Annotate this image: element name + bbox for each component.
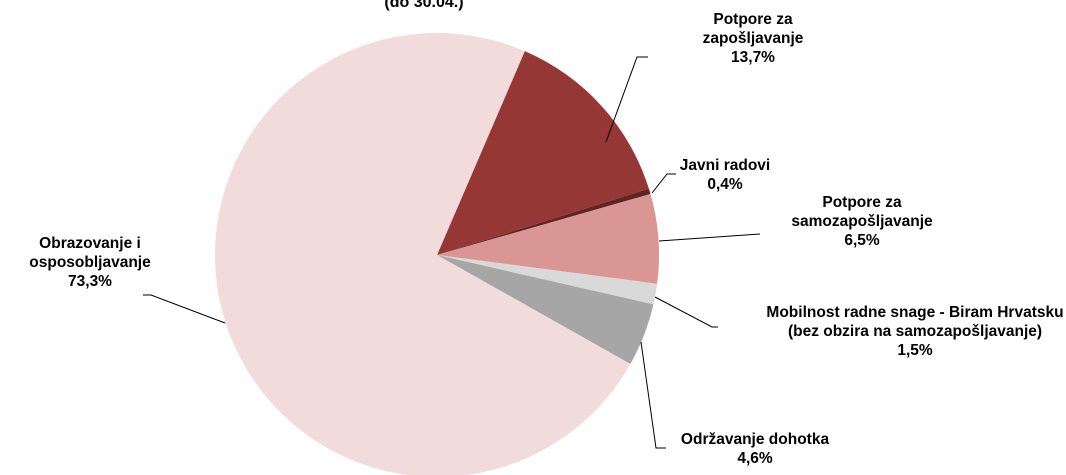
chart-title: (do 30.04.) xyxy=(384,0,464,11)
category-label: Javni radovi xyxy=(679,157,771,174)
value-label: 4,6% xyxy=(737,450,773,467)
category-label: Obrazovanje i osposobljavanje xyxy=(29,235,151,271)
value-label: 1,5% xyxy=(897,342,933,359)
leader-line xyxy=(658,233,761,242)
data-label: Potpore za zapošljavanje 13,7% xyxy=(683,10,823,67)
leader-line xyxy=(654,296,718,328)
category-label: Mobilnost radne snage - Biram Hrvatsku (… xyxy=(766,304,1064,340)
data-label: Održavanje dohotka 4,6% xyxy=(645,430,865,468)
data-label: Potpore za samozapošljavanje 6,5% xyxy=(762,193,962,250)
leader-lines xyxy=(143,56,761,449)
slices xyxy=(215,33,659,475)
value-label: 6,5% xyxy=(844,232,880,249)
slice xyxy=(215,33,631,475)
leader-line xyxy=(143,294,226,324)
leader-line xyxy=(651,173,676,194)
slice xyxy=(437,51,649,255)
value-label: 73,3% xyxy=(68,273,112,290)
data-label: Mobilnost radne snage - Biram Hrvatsku (… xyxy=(765,303,1065,360)
slice xyxy=(437,188,651,255)
leader-line xyxy=(640,341,666,449)
leader-line xyxy=(605,56,648,143)
data-label: Obrazovanje i osposobljavanje 73,3% xyxy=(0,234,180,291)
category-label: Potpore za samozapošljavanje xyxy=(791,194,933,230)
value-label: 13,7% xyxy=(731,49,775,66)
slice xyxy=(437,255,658,305)
category-label: Potpore za zapošljavanje xyxy=(702,11,804,47)
slice xyxy=(437,255,654,365)
category-label: Održavanje dohotka xyxy=(680,431,830,448)
slice xyxy=(437,194,659,284)
data-label: Javni radovi 0,4% xyxy=(665,156,785,194)
value-label: 0,4% xyxy=(707,176,743,193)
